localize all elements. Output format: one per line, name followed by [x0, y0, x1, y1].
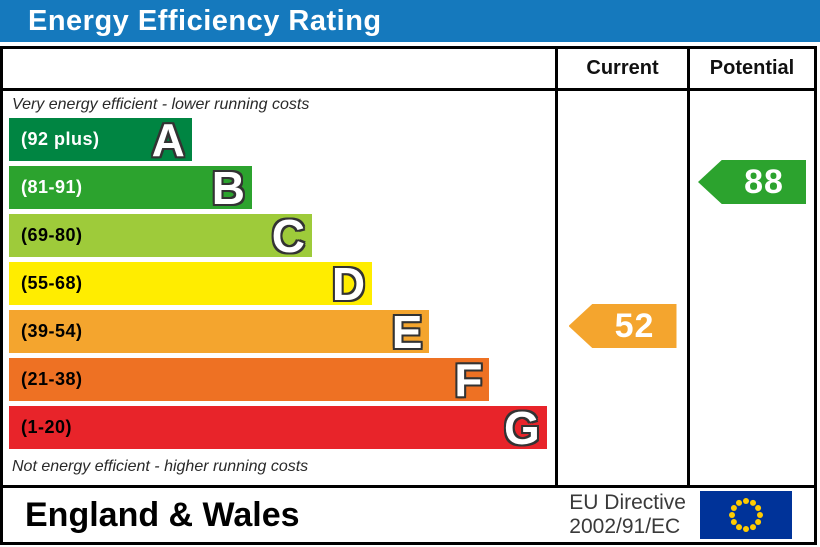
- band-range-label: (21-38): [21, 369, 83, 389]
- band-range-label: (69-80): [21, 225, 83, 245]
- band-bar-f: (21-38) F: [9, 353, 490, 406]
- band-range-label: (39-54): [21, 321, 83, 341]
- region-label: England & Wales: [25, 495, 300, 534]
- header-row: Current Potential: [3, 49, 814, 91]
- band-bar-d: (55-68) D: [9, 257, 373, 310]
- header-cell-bands: [3, 49, 555, 88]
- band-row-d: (55-68) D: [9, 257, 555, 310]
- footer-right: EU Directive 2002/91/EC: [569, 491, 814, 539]
- band-letter: D: [331, 257, 366, 310]
- potential-column: 88: [687, 91, 814, 485]
- rating-table: Current Potential Very energy efficient …: [0, 46, 817, 545]
- band-range-label: (1-20): [21, 417, 73, 437]
- title-bar: Energy Efficiency Rating: [0, 0, 820, 42]
- band-letter: E: [391, 305, 423, 358]
- eu-directive-line2: 2002/91/EC: [569, 515, 681, 538]
- caption-top: Very energy efficient - lower running co…: [12, 95, 310, 113]
- band-bar-g: (1-20) G: [9, 401, 547, 454]
- band-range-label: (55-68): [21, 273, 83, 293]
- band-bar-a: (92 plus) A: [9, 113, 192, 166]
- band-letter: A: [151, 113, 185, 166]
- band-bar-b: (81-91) B: [9, 161, 252, 214]
- eu-flag-icon: [700, 491, 792, 539]
- bands-column: Very energy efficient - lower running co…: [3, 91, 555, 485]
- band-row-f: (21-38) F: [9, 353, 555, 406]
- column-header-current: Current: [555, 49, 687, 88]
- band-letter: G: [504, 401, 540, 454]
- footer: England & Wales EU Directive 2002/91/EC: [3, 485, 814, 542]
- current-arrow: 52: [568, 304, 677, 348]
- band-row-e: (39-54) E: [9, 305, 555, 358]
- band-row-a: (92 plus) A: [9, 113, 555, 166]
- band-range-label: (92 plus): [21, 129, 100, 149]
- band-letter: F: [454, 353, 483, 406]
- band-range-label: (81-91): [21, 177, 83, 197]
- band-row-g: (1-20) G: [9, 401, 555, 454]
- chart-row: Very energy efficient - lower running co…: [3, 91, 814, 485]
- bands: (92 plus) A (81-91) B (69-80) C (55-68) D (39-54…: [3, 113, 555, 454]
- current-value: 52: [614, 306, 655, 345]
- potential-value: 88: [744, 162, 784, 201]
- page-title: Energy Efficiency Rating: [28, 4, 382, 37]
- caption-bottom: Not energy efficient - higher running co…: [12, 458, 309, 475]
- band-letter: B: [211, 161, 245, 214]
- current-column: 52: [555, 91, 687, 485]
- band-row-c: (69-80) C: [9, 209, 555, 262]
- column-header-potential: Potential: [687, 49, 814, 88]
- eu-directive-label: EU Directive 2002/91/EC: [569, 491, 686, 539]
- band-letter: C: [271, 209, 306, 262]
- band-row-b: (81-91) B: [9, 161, 555, 214]
- eu-directive-line1: EU Directive: [569, 490, 686, 514]
- band-bar-e: (39-54) E: [9, 305, 430, 358]
- band-bar-c: (69-80) C: [9, 209, 313, 262]
- potential-arrow: 88: [698, 160, 806, 204]
